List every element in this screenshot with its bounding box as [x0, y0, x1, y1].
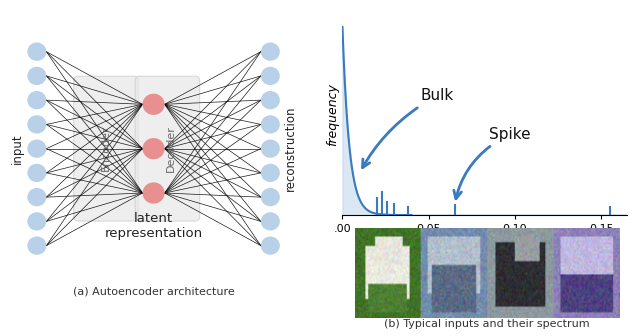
- Circle shape: [261, 91, 280, 109]
- Text: Decoder: Decoder: [166, 125, 175, 172]
- Circle shape: [261, 188, 280, 206]
- Circle shape: [28, 115, 46, 134]
- Circle shape: [261, 212, 280, 230]
- Y-axis label: frequency: frequency: [326, 83, 340, 146]
- Text: input: input: [10, 133, 24, 164]
- Text: Spike: Spike: [454, 127, 531, 199]
- Circle shape: [28, 42, 46, 61]
- Circle shape: [261, 164, 280, 182]
- Circle shape: [28, 164, 46, 182]
- Circle shape: [143, 138, 164, 159]
- Circle shape: [28, 237, 46, 255]
- Circle shape: [261, 67, 280, 85]
- Circle shape: [143, 182, 164, 204]
- FancyBboxPatch shape: [135, 76, 200, 221]
- Circle shape: [28, 139, 46, 158]
- Text: latent
representation: latent representation: [104, 212, 203, 240]
- Circle shape: [143, 94, 164, 115]
- Circle shape: [28, 67, 46, 85]
- Circle shape: [261, 115, 280, 134]
- Text: Encoder: Encoder: [101, 126, 111, 171]
- Text: (a) Autoencoder architecture: (a) Autoencoder architecture: [73, 287, 234, 296]
- Text: reconstruction: reconstruction: [284, 106, 297, 192]
- Circle shape: [28, 188, 46, 206]
- FancyBboxPatch shape: [74, 76, 138, 221]
- Text: Bulk: Bulk: [362, 88, 453, 168]
- Circle shape: [261, 139, 280, 158]
- X-axis label: ρ/D: ρ/D: [474, 237, 495, 250]
- Circle shape: [28, 91, 46, 109]
- Circle shape: [261, 42, 280, 61]
- Circle shape: [28, 212, 46, 230]
- Text: (b) Typical inputs and their spectrum: (b) Typical inputs and their spectrum: [383, 319, 589, 329]
- Circle shape: [261, 237, 280, 255]
